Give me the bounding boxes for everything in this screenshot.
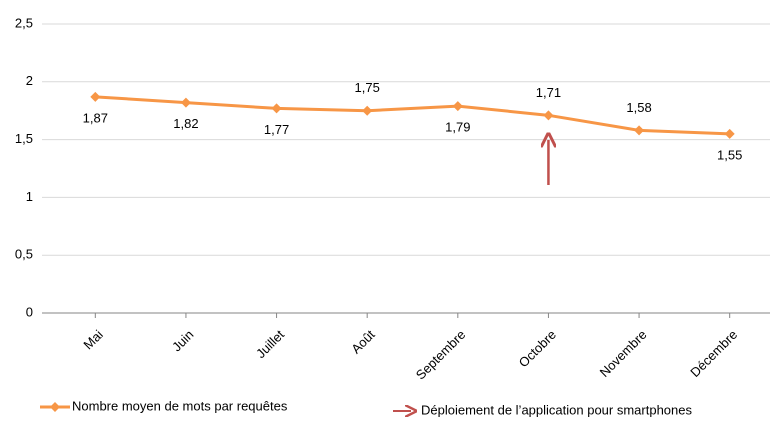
- legend-label: Nombre moyen de mots par requêtes: [72, 398, 288, 413]
- data-point: [724, 128, 735, 139]
- data-label: 1,77: [264, 122, 289, 137]
- data-label: 1,55: [717, 147, 742, 162]
- x-tick-label: Août: [348, 327, 378, 357]
- y-tick-label: 1: [26, 189, 33, 204]
- data-point: [362, 105, 373, 116]
- data-label: 1,71: [536, 85, 561, 100]
- y-tick-label: 0: [26, 304, 33, 319]
- data-label: 1,58: [626, 100, 651, 115]
- data-point: [90, 91, 101, 102]
- x-tick-label: Juillet: [253, 327, 287, 361]
- data-point: [634, 125, 645, 136]
- series-line: [95, 95, 730, 136]
- data-label: 1,79: [445, 120, 470, 135]
- legend-marker: [50, 402, 60, 412]
- data-point: [271, 103, 282, 114]
- x-tick-label: Octobre: [516, 327, 559, 370]
- y-tick-label: 0,5: [15, 247, 33, 262]
- y-tick-label: 2,5: [15, 15, 33, 30]
- data-label: 1,75: [355, 80, 380, 95]
- data-point: [180, 97, 191, 108]
- y-tick-label: 2: [26, 73, 33, 88]
- x-tick-label: Mai: [80, 327, 105, 352]
- annotation-label: Déploiement de l’application pour smartp…: [421, 402, 692, 417]
- data-point: [452, 101, 463, 112]
- data-label: 1,87: [83, 110, 108, 125]
- data-point: [543, 110, 554, 121]
- data-label: 1,82: [173, 116, 198, 131]
- x-tick-label: Septembre: [413, 327, 469, 383]
- y-tick-label: 1,5: [15, 131, 33, 146]
- x-tick-label: Novembre: [597, 327, 650, 380]
- x-tick-label: Juin: [169, 327, 196, 354]
- x-tick-label: Décembre: [687, 327, 740, 380]
